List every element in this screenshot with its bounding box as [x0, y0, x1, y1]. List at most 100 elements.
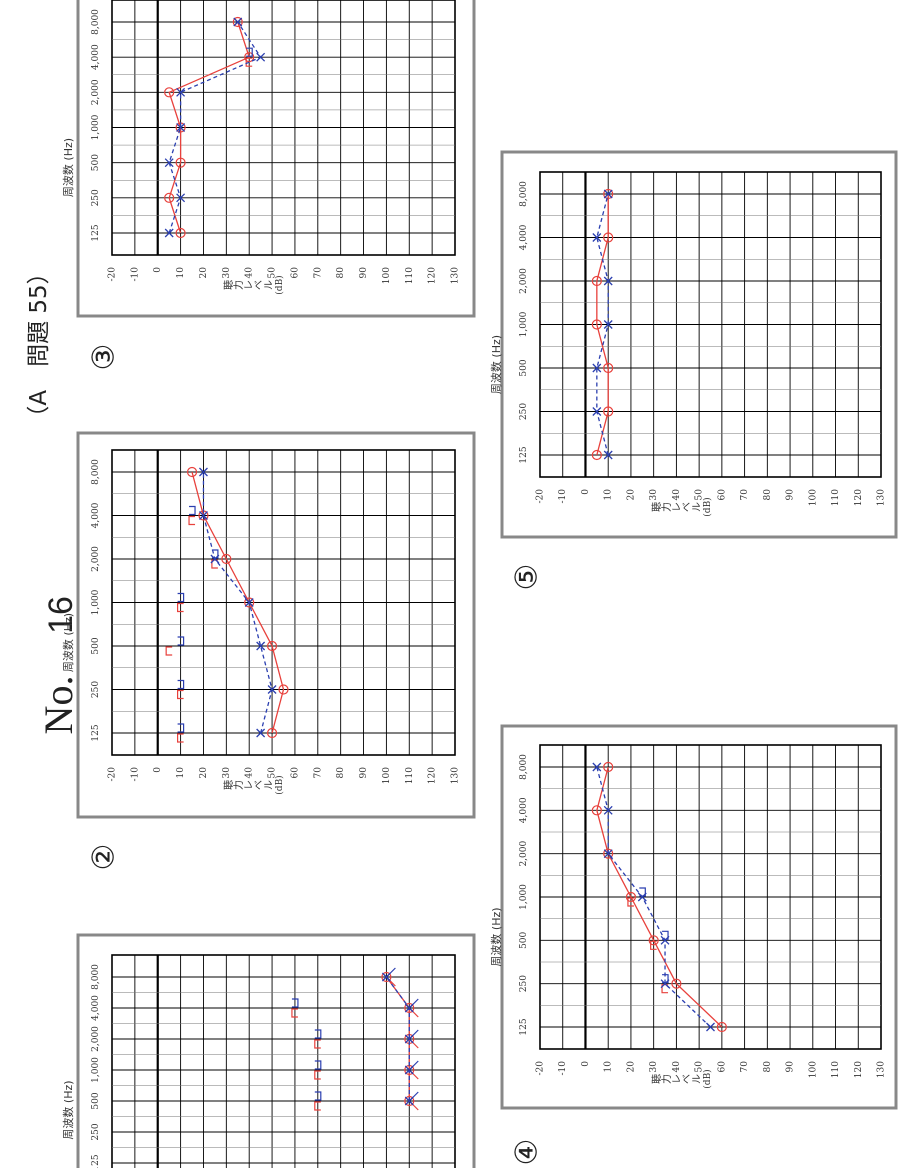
bone-conduction-right	[661, 984, 669, 994]
tick-label-level: 80	[763, 489, 773, 501]
tick-label-frequency: 1,000	[519, 311, 529, 337]
tick-label-level: 50	[695, 1061, 705, 1073]
tick-label-frequency: 250	[519, 403, 529, 420]
tick-label-level: 30	[222, 267, 232, 279]
axis-title-level-char: ベ	[681, 502, 693, 512]
tick-label-frequency: 4,000	[91, 44, 101, 70]
axis-title-level-char: 聴	[223, 780, 235, 790]
series-line-right	[596, 766, 723, 1028]
bone-conduction-left	[314, 1091, 322, 1101]
scaleout-arrow	[408, 1029, 419, 1040]
tick-label-frequency: 1,000	[91, 114, 101, 140]
bone-conduction-left	[177, 592, 185, 603]
tick-label-frequency: 2,000	[91, 1026, 101, 1052]
tick-label-frequency: 250	[91, 189, 101, 206]
tick-label-frequency: 4,000	[519, 224, 529, 250]
marker-left-ear	[256, 52, 266, 62]
tick-label-level: 70	[313, 267, 323, 279]
tick-label-frequency: 125	[91, 224, 101, 241]
marker-left-ear	[199, 467, 208, 477]
tick-label-level: -20	[536, 1061, 546, 1076]
bone-conduction-left	[189, 505, 196, 516]
marker-right-ear	[175, 157, 186, 168]
tick-label-frequency: 4,000	[519, 797, 529, 823]
marker-right-ear	[603, 232, 614, 243]
tick-label-level: 120	[428, 767, 438, 784]
tick-label-level: 130	[451, 767, 461, 784]
bone-conduction-right	[314, 1039, 321, 1049]
option-label: ⑤	[510, 564, 545, 591]
tick-label-frequency: 1,000	[519, 884, 529, 910]
tick-label-level: 120	[428, 267, 438, 284]
scaleout-arrow	[408, 1091, 419, 1102]
axis-title-level-unit: (dB)	[702, 497, 713, 516]
audiogram: -20 -10 0 10 20 30 40 50 60 70 80 90 100 110 120 130 125…	[490, 724, 898, 1165]
bone-conduction-right	[291, 1008, 298, 1018]
tick-label-frequency: 8,000	[519, 754, 529, 780]
marker-left-ear	[176, 123, 186, 132]
marker-right-ear	[404, 1095, 415, 1107]
marker-right-ear	[164, 192, 175, 203]
marker-left-ear	[706, 1022, 715, 1032]
marker-left-ear	[199, 511, 208, 520]
bone-conduction-left	[639, 887, 646, 897]
question-reference: （A 問題 55）	[26, 261, 52, 428]
tick-label-level: 50	[268, 267, 278, 279]
axis-title-level-char: 力	[660, 502, 673, 512]
bone-conduction-left	[662, 930, 669, 940]
axis-title-level-char: ル	[692, 502, 703, 512]
axis-title-level-char: 聴	[651, 502, 663, 512]
series-line-left	[385, 976, 410, 1101]
marker-left-ear	[592, 233, 602, 242]
axis-title-frequency: 周波数 (Hz)	[490, 335, 503, 394]
tick-label-level: 130	[877, 1061, 887, 1078]
tick-label-frequency: 2,000	[519, 841, 529, 867]
tick-label-level: 90	[359, 267, 369, 279]
axis-title-level-char: 力	[660, 1074, 673, 1084]
bone-conduction-left	[177, 723, 185, 733]
tick-label-level: 110	[405, 767, 415, 784]
tick-label-frequency: 2,000	[91, 546, 101, 572]
tick-label-level: 100	[808, 489, 818, 506]
tick-label-level: 70	[740, 1061, 750, 1073]
axis-title-level-char: レ	[244, 780, 255, 790]
marker-left-ear	[592, 363, 602, 373]
tick-label-level: 40	[245, 767, 255, 779]
marker-right-ear	[603, 848, 614, 859]
marker-right-ear	[648, 935, 659, 946]
marker-right-ear	[603, 406, 614, 417]
bone-conduction-right	[188, 515, 196, 526]
tick-label-level: 100	[808, 1061, 818, 1078]
tick-label-frequency: 500	[91, 1092, 101, 1109]
marker-right-ear	[716, 1021, 727, 1033]
tick-label-frequency: 8,000	[91, 964, 101, 990]
chart-frame	[76, 0, 476, 318]
tick-label-level: -20	[108, 767, 118, 782]
marker-right-ear	[266, 727, 278, 739]
tick-label-level: 60	[290, 267, 300, 279]
tick-label-frequency: 1,000	[91, 589, 101, 615]
axis-title-level-char: レ	[672, 502, 683, 512]
tick-label-frequency: 125	[91, 724, 101, 741]
problem-number-value: 16	[42, 596, 80, 634]
tick-label-level: 10	[604, 489, 614, 501]
audiogram: -20 -10 0 10 20 30 40 50 60 70 80 90 100 110 120 130 125…	[490, 150, 898, 591]
axis-title-level-char: 聴	[651, 1074, 663, 1084]
marker-left-ear	[176, 87, 186, 97]
tick-label-level: 0	[153, 767, 163, 773]
tick-label-frequency: 250	[91, 681, 101, 698]
marker-left-ear	[603, 276, 613, 286]
marker-left-ear	[267, 685, 277, 694]
audiogram: -20 -10 0 10 20 30 40 50 60 70 80 90 100 110 120 130 125…	[62, 431, 476, 870]
marker-left-ear	[592, 762, 602, 772]
axis-title-level-char: ベ	[681, 1074, 693, 1084]
option-label: ③	[87, 344, 122, 371]
axis-title-level-unit: (dB)	[274, 275, 285, 294]
tick-label-level: 120	[854, 1061, 864, 1078]
tick-label-level: 40	[672, 1061, 682, 1073]
marker-right-ear	[381, 971, 392, 983]
marker-left-ear	[603, 805, 613, 815]
axis-title-level-char: レ	[672, 1074, 683, 1084]
tick-label-frequency: 2,000	[91, 79, 101, 105]
tick-label-level: 60	[717, 1061, 727, 1073]
